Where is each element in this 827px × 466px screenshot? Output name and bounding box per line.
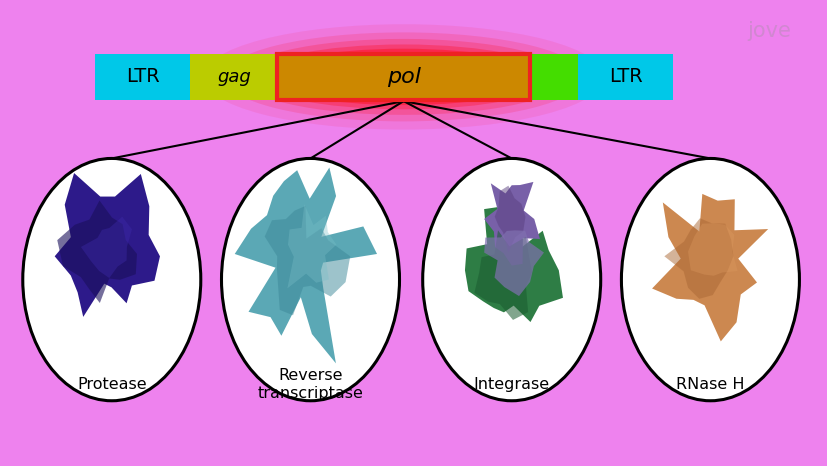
- Text: Protease: Protease: [77, 377, 146, 392]
- Text: LTR: LTR: [126, 68, 160, 86]
- Ellipse shape: [423, 158, 600, 401]
- Polygon shape: [465, 206, 562, 322]
- Text: RNase H: RNase H: [676, 377, 743, 392]
- Bar: [277, 54, 529, 100]
- Text: LTR: LTR: [608, 68, 642, 86]
- Text: gag: gag: [217, 68, 251, 86]
- Polygon shape: [474, 230, 532, 320]
- Ellipse shape: [203, 24, 604, 130]
- Ellipse shape: [265, 49, 542, 105]
- Ellipse shape: [240, 39, 566, 115]
- Bar: [577, 54, 672, 100]
- Text: Reverse
transcriptase: Reverse transcriptase: [257, 368, 363, 401]
- Ellipse shape: [620, 158, 798, 401]
- Text: pol: pol: [386, 67, 420, 87]
- Polygon shape: [484, 230, 543, 296]
- Polygon shape: [484, 182, 539, 266]
- Polygon shape: [687, 223, 737, 276]
- Bar: [190, 54, 277, 100]
- Ellipse shape: [223, 33, 583, 122]
- Polygon shape: [57, 200, 136, 303]
- Ellipse shape: [254, 44, 552, 110]
- Polygon shape: [494, 186, 525, 252]
- Polygon shape: [234, 167, 376, 363]
- Ellipse shape: [221, 158, 399, 401]
- Bar: [277, 54, 529, 100]
- Polygon shape: [287, 204, 336, 288]
- Text: jove: jove: [746, 21, 790, 41]
- Polygon shape: [81, 217, 131, 278]
- Bar: [529, 54, 577, 100]
- Bar: [95, 54, 190, 100]
- Polygon shape: [663, 218, 733, 299]
- Text: Integrase: Integrase: [473, 377, 549, 392]
- Ellipse shape: [23, 158, 200, 401]
- Polygon shape: [265, 206, 350, 315]
- Polygon shape: [55, 173, 160, 317]
- Polygon shape: [652, 194, 767, 342]
